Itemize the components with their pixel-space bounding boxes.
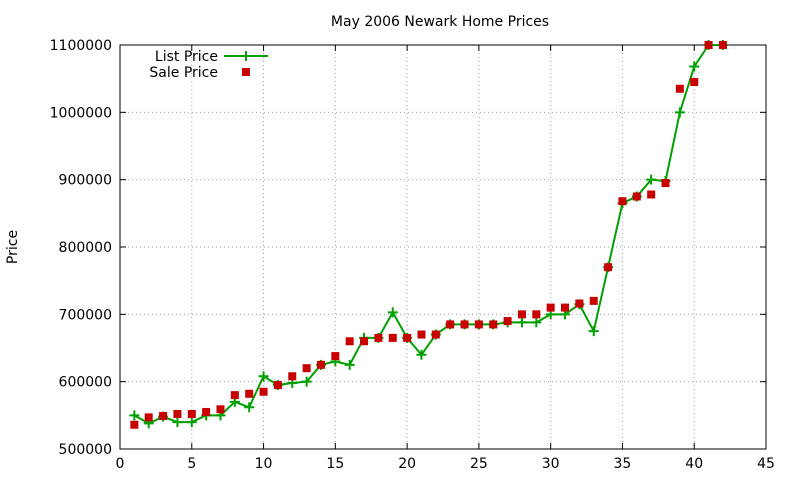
sale-price-point [417,330,426,339]
sale-price-point [273,381,282,390]
sale-price-point [460,320,469,329]
sale-price-point [532,310,541,319]
list-price-point [172,417,183,428]
x-tick-label: 20 [398,456,416,472]
sale-price-point [431,330,440,339]
sale-price-point [288,372,297,381]
list-price-point [186,417,197,428]
sale-price-point [589,296,598,305]
list-price-line [133,44,723,425]
sale-price-point [316,360,325,369]
sale-price-point [187,409,196,418]
sale-price-point [575,299,584,308]
sale-price-point [718,41,727,49]
y-tick-label: 1000000 [50,105,112,121]
sale-price-point [259,387,268,396]
y-tick-label: 600000 [59,375,112,391]
legend-label: List Price [155,49,218,65]
sale-price-point [159,412,168,421]
series-list-price [129,40,728,429]
sale-price-point [561,303,570,312]
sale-price-point [245,389,254,398]
sale-price-point [446,320,455,329]
y-tick-label: 900000 [59,173,112,189]
sale-price-point [604,263,613,272]
sale-price-point [360,337,369,346]
list-price-point [244,402,255,413]
series-sale-price [130,41,727,429]
list-price-point [689,61,700,72]
list-price-point [129,410,140,421]
x-tick-label: 30 [542,456,560,472]
sale-price-point [517,310,526,319]
list-price-point [674,107,685,118]
sale-price-point [474,320,483,329]
plot-frame [119,44,767,450]
list-price-point [301,376,312,387]
sale-price-point [302,364,311,373]
x-tick-label: 10 [255,456,273,472]
sale-price-point [647,190,656,199]
legend-label: Sale Price [149,65,218,81]
x-tick-label: 15 [326,456,344,472]
sale-price-point [374,333,383,342]
y-tick-label: 800000 [59,240,112,256]
x-tick-label: 40 [685,456,703,472]
legend-plus-marker [241,51,251,61]
x-tick-label: 5 [187,456,196,472]
sale-price-point [661,179,670,188]
y-tick-label: 1100000 [50,38,112,54]
y-tick-label: 500000 [59,442,112,458]
sale-price-point [130,420,139,429]
sale-price-point [216,405,225,414]
x-tick-label: 0 [116,456,125,472]
series-layer [129,40,728,429]
sale-price-point [503,317,512,326]
list-price-point [387,307,398,318]
list-price-point [531,317,542,328]
x-tick-label: 35 [614,456,632,472]
sale-price-point [388,333,397,342]
sale-price-point [704,41,713,49]
sale-price-point [202,407,211,416]
sale-price-point [230,391,239,400]
sale-price-point [403,333,412,342]
sale-price-point [618,197,627,206]
list-price-point [416,349,427,360]
sale-price-point [345,337,354,346]
y-axis-label: Price [5,230,21,264]
sale-price-point [144,413,153,422]
sale-price-point [489,320,498,329]
list-price-point [258,371,269,382]
list-price-point [588,326,599,337]
sale-price-point [690,78,699,87]
legend-square-marker [242,68,250,76]
axis-ticks: 0 5 10 15 20 25 30 35 40 45 500000 600000 700000 8000… [50,38,775,472]
grid [120,45,766,449]
list-price-point [344,359,355,370]
sale-price-point [675,84,684,93]
x-tick-label: 45 [757,456,775,472]
sale-price-point [546,303,555,312]
list-price-point [646,174,657,185]
sale-price-point [331,352,340,361]
chart-title: May 2006 Newark Home Prices [331,14,549,30]
sale-price-point [632,192,641,201]
y-tick-label: 700000 [59,307,112,323]
x-tick-label: 25 [470,456,488,472]
list-price-point [516,317,527,328]
sale-price-point [173,409,182,418]
